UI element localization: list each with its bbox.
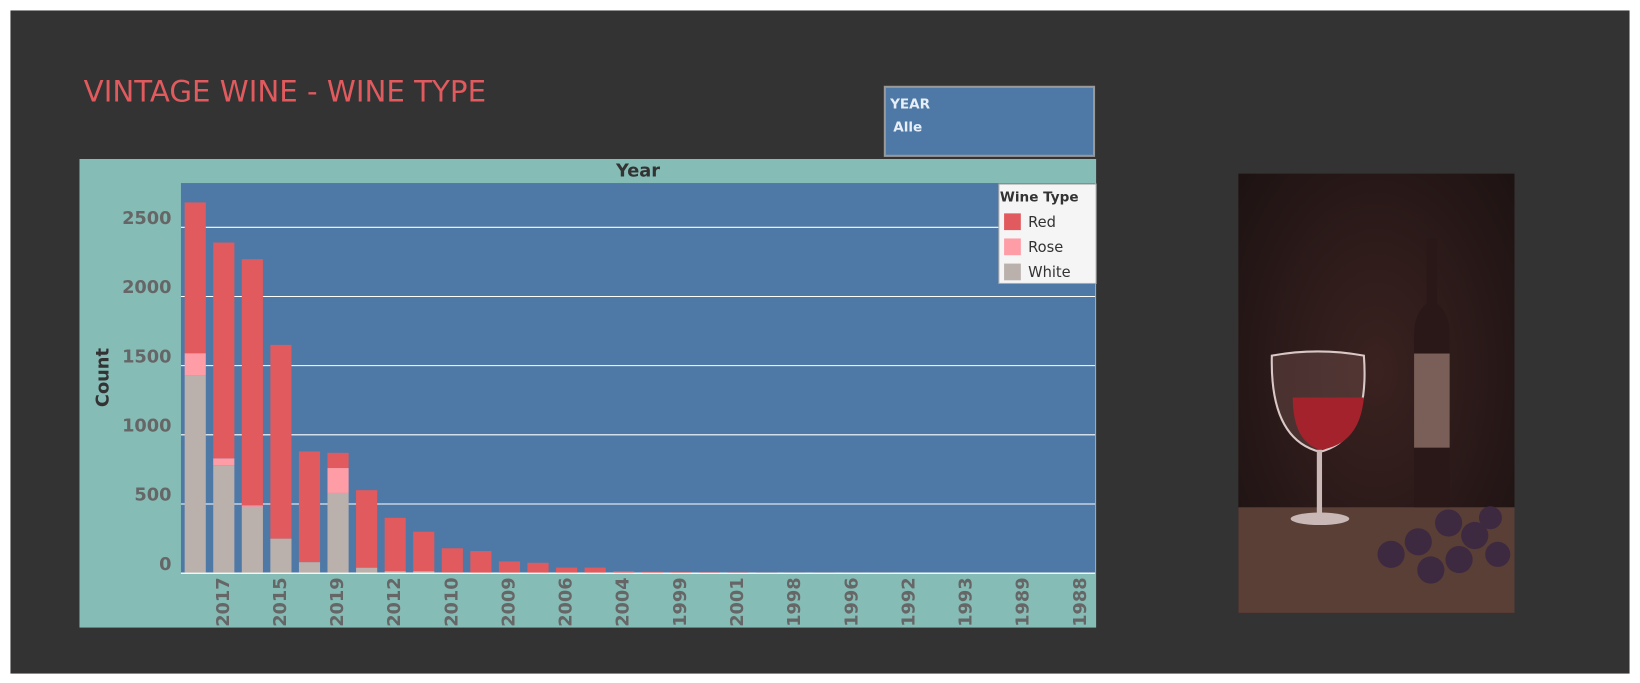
x-tick-label: 2004 [613,577,634,626]
y-tick-label: 1500 [122,346,171,367]
y-tick-label: 500 [134,485,171,506]
x-tick-label: 2006 [556,577,577,626]
x-tick-label: 2010 [441,577,462,626]
legend-swatch [1004,263,1021,281]
bar-segment [384,517,406,572]
y-tick-label: 0 [159,554,171,575]
x-tick-label: 2009 [498,577,519,626]
x-tick-label: 1993 [956,577,977,626]
bar-segment [670,572,692,574]
bar-segment [413,571,435,574]
bar-segment [213,465,235,574]
bar-segment [441,548,463,573]
x-tick-label: 2012 [384,577,405,626]
bar-segment [584,567,606,574]
filter-label: YEAR [889,97,931,113]
bar-segment [213,458,235,466]
bar-segment [498,561,521,574]
legend-swatch [1004,213,1021,231]
legend-label: Rose [1028,239,1063,256]
y-tick-label: 2500 [122,208,171,229]
grapes [1377,506,1511,584]
x-tick-label: 1989 [1013,577,1034,626]
x-tick-label: 2017 [213,577,234,626]
bottle-label [1414,353,1450,448]
bar-segment [413,531,435,572]
bar-segment [641,571,663,574]
y-tick-label: 2000 [122,277,171,298]
chart: 0 500 1000 1500 2000 2500 2017 2015 2019 2012 2010… [122,183,1097,627]
bar-segment [527,562,549,574]
legend-title: Wine Type [1000,190,1079,206]
bar-segment [327,452,349,469]
y-tick-label: 1000 [122,415,171,436]
bar-segment [356,567,378,574]
bar-segment [270,344,292,539]
bar-segment [184,375,206,574]
glass-foot [1290,512,1350,526]
bar-segment [241,259,263,506]
x-tick-label: 2015 [270,577,291,626]
legend-swatch [1004,238,1021,256]
x-tick-label: 1999 [670,577,691,626]
wine-photo [1238,173,1515,613]
bar-segment [327,468,349,493]
bar-segment [184,202,206,354]
bar-segment [556,567,578,574]
x-tick-label: 1998 [784,577,805,626]
legend-label: Red [1028,214,1056,231]
bar-segment [184,353,206,376]
x-tick-label: 1988 [1070,577,1091,626]
bar-segment [356,490,378,568]
bar-segment [384,571,406,574]
bar-segment [270,538,292,574]
wine [1292,397,1364,450]
x-axis-title: Year [615,161,660,182]
x-tick-label: 1996 [841,577,862,626]
dashboard-title: VINTAGE WINE - WINE TYPE [84,75,486,109]
bar-segment [213,242,235,459]
y-axis-title: Count [93,348,114,408]
glass-stem [1316,449,1323,515]
year-filter[interactable] [883,85,1096,157]
legend-label: White [1028,264,1071,281]
x-tick-label: 2019 [327,577,348,626]
bar-segment [298,451,321,563]
bar-segment [470,551,492,574]
bar-segment [241,505,263,507]
x-tick-label: 1992 [898,577,919,626]
bar-segment [327,492,349,574]
bar-segment [613,571,635,574]
bar-segment [298,562,321,574]
bar-segment [241,506,263,574]
filter-value[interactable]: Alle [893,120,922,136]
x-tick-label: 2001 [727,577,748,626]
